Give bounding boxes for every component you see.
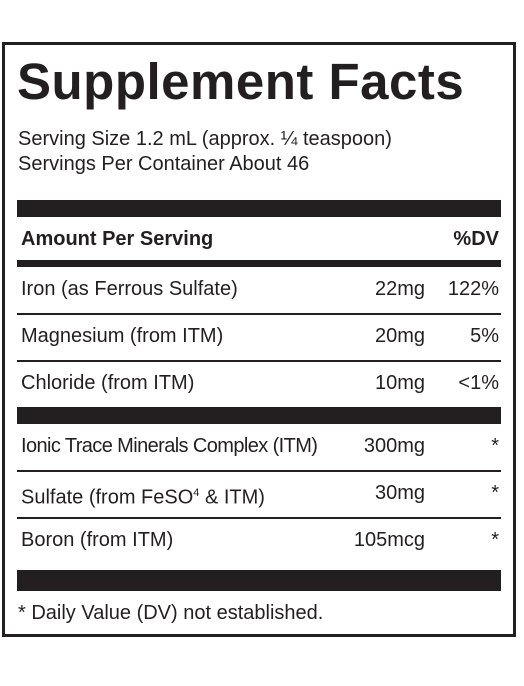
thick-divider	[17, 570, 501, 591]
nutrient-row: Iron (as Ferrous Sulfate) 22mg 122%	[17, 269, 501, 309]
supplement-facts-panel: Supplement Facts Serving Size 1.2 mL (ap…	[2, 42, 516, 637]
nutrient-dv: <1%	[458, 372, 499, 394]
nutrient-row: Magnesium (from ITM) 20mg 5%	[17, 316, 501, 356]
nutrient-dv: 122%	[447, 278, 499, 300]
ingredient-name: Boron (from ITM)	[21, 529, 174, 551]
nutrient-amount: 20mg	[374, 325, 425, 347]
footnote: * Daily Value (DV) not established.	[18, 602, 324, 624]
ingredient-row: Sulfate (from FeSO4 & ITM) 30mg *	[17, 473, 501, 513]
panel-title: Supplement Facts	[17, 53, 465, 110]
ingredient-amount: 105mcg	[353, 529, 425, 551]
dv-header-label: %DV	[453, 228, 499, 250]
row-divider	[17, 470, 501, 472]
medium-divider	[17, 260, 501, 267]
nutrient-name: Magnesium (from ITM)	[21, 325, 224, 347]
ingredient-amount: 300mg	[363, 435, 425, 457]
nutrient-name: Iron (as Ferrous Sulfate)	[21, 278, 238, 300]
ingredient-dv: *	[491, 529, 499, 551]
nutrient-name: Chloride (from ITM)	[21, 372, 195, 394]
nutrient-dv: 5%	[470, 325, 499, 347]
thick-divider	[17, 407, 501, 424]
ingredient-dv: *	[491, 435, 499, 457]
ingredient-row: Boron (from ITM) 105mcg *	[17, 520, 501, 560]
amount-header-row: Amount Per Serving %DV	[17, 219, 501, 259]
ingredient-row: Ionic Trace Minerals Complex (ITM) 300mg…	[17, 426, 501, 466]
ingredient-name-superscript: 4	[193, 487, 200, 499]
row-divider	[17, 360, 501, 362]
ingredient-name-text: Sulfate (from FeSO	[21, 486, 194, 509]
ingredient-name-suffix: & ITM)	[199, 486, 265, 509]
ingredient-name: Sulfate (from FeSO4 & ITM)	[21, 473, 265, 518]
nutrient-row: Chloride (from ITM) 10mg <1%	[17, 363, 501, 403]
amount-per-serving-label: Amount Per Serving	[21, 228, 214, 250]
serving-size: Serving Size 1.2 mL (approx. ¼ teaspoon)	[18, 128, 392, 150]
thick-divider	[17, 200, 501, 217]
row-divider	[17, 313, 501, 315]
ingredient-name: Ionic Trace Minerals Complex (ITM)	[21, 435, 318, 457]
servings-per-container: Servings Per Container About 46	[18, 153, 310, 175]
ingredient-amount: 30mg	[374, 482, 425, 504]
row-divider	[17, 517, 501, 519]
ingredient-dv: *	[491, 482, 499, 504]
nutrient-amount: 10mg	[374, 372, 425, 394]
nutrient-amount: 22mg	[374, 278, 425, 300]
